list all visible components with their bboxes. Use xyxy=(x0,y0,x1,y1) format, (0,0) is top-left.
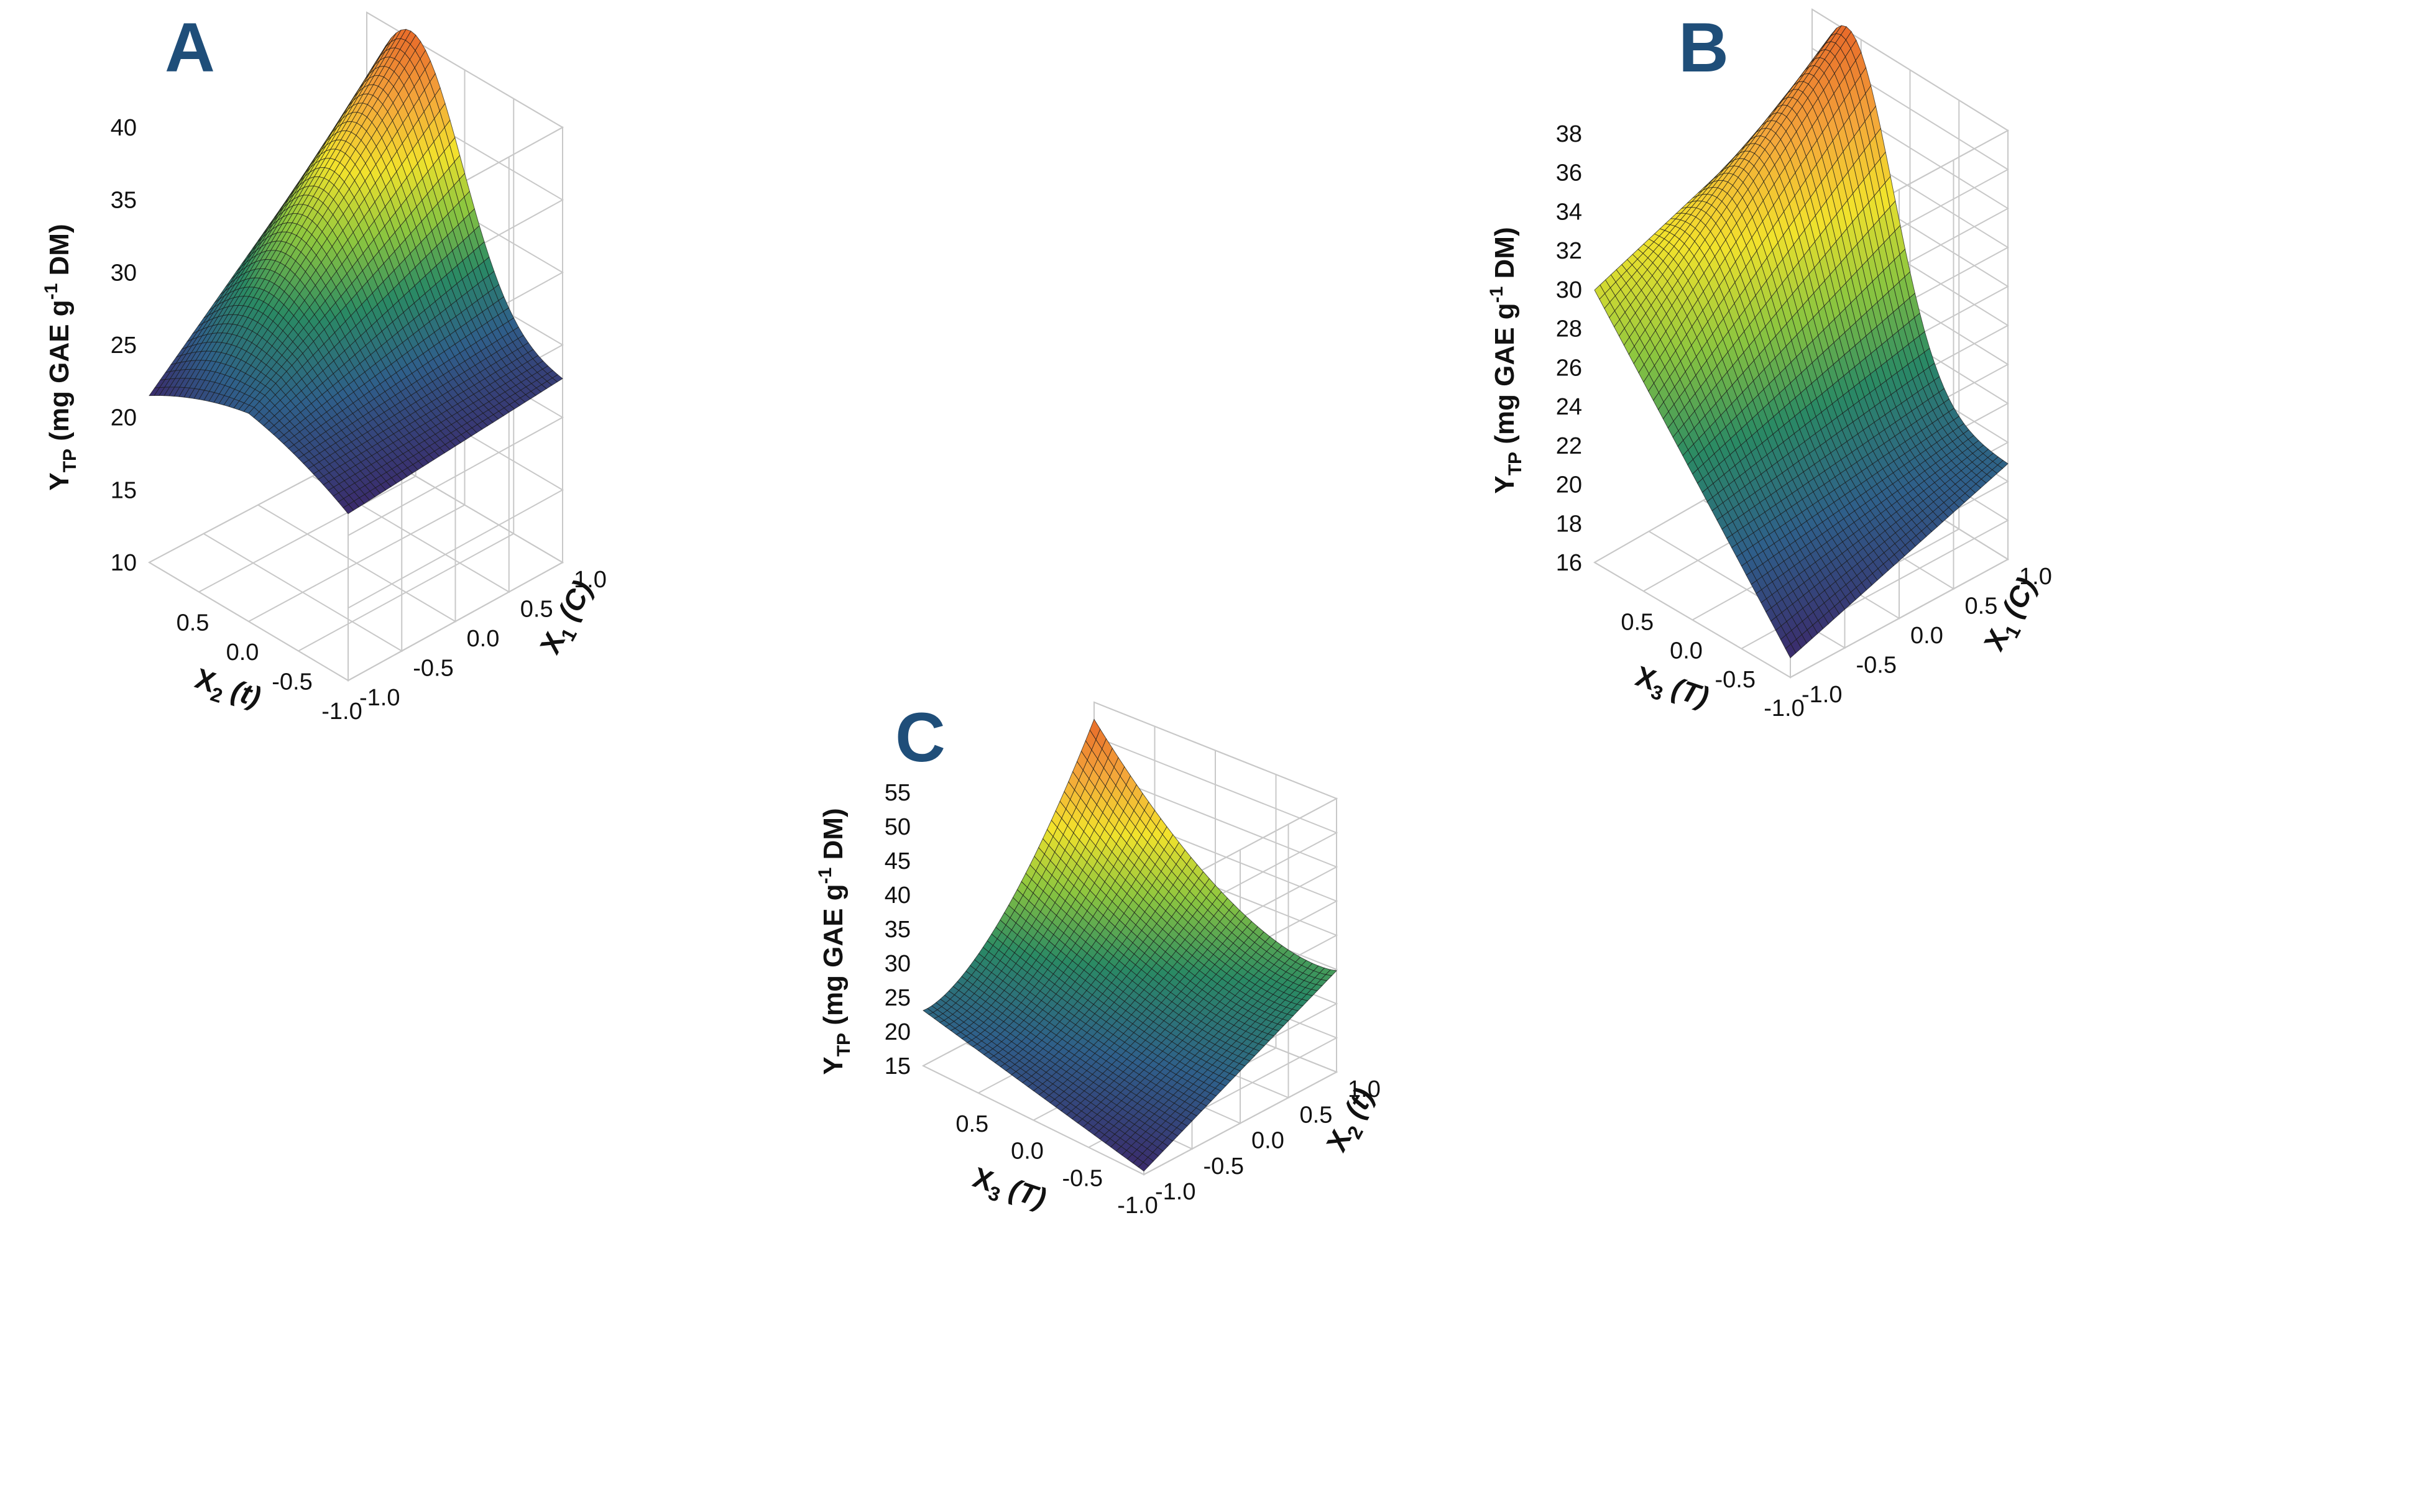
z-tick-label: 26 xyxy=(1556,355,1582,381)
ylabel-main: Y xyxy=(818,1056,849,1074)
axis-rest: (t) xyxy=(220,671,265,713)
panel-c-group: 15 20 25 30 35 40 45 50 55 0.5 0.0 -0.5 -1.0 1.0 0.5 0.… xyxy=(815,699,1381,1220)
front-tick-label: -1.0 xyxy=(321,699,362,725)
front-tick-label: -0.5 xyxy=(272,669,312,695)
ylabel-main: Y xyxy=(44,472,75,490)
ylabel-rest: (mg GAE g xyxy=(818,884,849,1033)
front-tick-label: 0.5 xyxy=(955,1111,988,1137)
z-tick-label: 35 xyxy=(885,917,911,943)
surface-mesh xyxy=(149,29,563,515)
surface-cell xyxy=(1594,284,1606,300)
side-tick-label: -0.5 xyxy=(413,656,453,682)
front-tick-label: -0.5 xyxy=(1062,1165,1103,1191)
v-gridline xyxy=(311,157,510,593)
z-tick-label: 36 xyxy=(1556,160,1582,186)
z-tick-label: 30 xyxy=(111,260,137,286)
z-tick-label: 25 xyxy=(111,332,137,359)
panel-a-chart: 10 15 20 25 30 35 40 0.5 0.0 -0.5 -1.0 1.0 0.5 0.0 -0.… xyxy=(41,9,607,725)
z-tick-label: 45 xyxy=(885,848,911,874)
z-tick-label: 40 xyxy=(111,115,137,141)
ylabel-end: DM) xyxy=(1489,227,1520,286)
ylabel-sub: TP xyxy=(60,449,80,472)
front-tick-label: -1.0 xyxy=(1117,1193,1158,1219)
front-tick-label: 0.0 xyxy=(1670,638,1703,664)
front-tick-label: 0.5 xyxy=(1621,609,1654,635)
front-axis-title: X3 (T) xyxy=(1630,659,1713,718)
side-tick-label: -1.0 xyxy=(359,685,400,711)
ylabel-main: Y xyxy=(1489,475,1520,493)
front-tick-label: -0.5 xyxy=(1715,667,1756,693)
panel-a-group: 10 15 20 25 30 35 40 0.5 0.0 -0.5 -1.0 1.0 0.5 0.0 -0.… xyxy=(41,9,607,725)
side-tick-label: -1.0 xyxy=(1802,682,1842,708)
front-tick-label: 0.0 xyxy=(226,639,259,666)
z-tick-label: 50 xyxy=(885,814,911,840)
axes: 15 20 25 30 35 40 45 50 55 0.5 0.0 -0.5 -1.0 1.0 0.5 0.… xyxy=(815,780,1381,1220)
side-tick-label: 1.0 xyxy=(1348,1076,1381,1102)
front-axis-title: X3 (T) xyxy=(967,1161,1050,1220)
y-axis-title: YTP (mg GAE g-1 DM) xyxy=(815,808,854,1074)
axis-rest: (T) xyxy=(998,1170,1050,1215)
surface-cell xyxy=(923,1008,934,1015)
side-tick-label: 0.0 xyxy=(1251,1128,1284,1154)
axes: 16 18 20 22 24 26 28 30 32 34 36 38 0.5 0.0 -0.5 -1.0 1.… xyxy=(1486,121,2052,722)
front-tick-label: 0.5 xyxy=(177,610,209,636)
side-tick-label: 0.5 xyxy=(520,597,553,623)
ylabel-sup: -1 xyxy=(815,868,835,884)
z-tick-label: 22 xyxy=(1556,433,1582,459)
front-axis-title: X2 (t) xyxy=(190,662,265,718)
ylabel-sub: TP xyxy=(1505,452,1526,475)
ylabel-sup: -1 xyxy=(41,283,62,300)
z-tick-label: 38 xyxy=(1556,121,1582,147)
z-tick-label: 25 xyxy=(885,985,911,1011)
y-axis-title: YTP (mg GAE g-1 DM) xyxy=(41,224,80,490)
z-tick-label: 10 xyxy=(111,550,137,576)
side-tick-label: -1.0 xyxy=(1155,1179,1195,1205)
z-tick-label: 24 xyxy=(1556,394,1582,420)
v-gridline xyxy=(366,127,563,564)
front-tick-label: 0.0 xyxy=(1011,1139,1044,1165)
z-tick-label: 28 xyxy=(1556,316,1582,342)
z-tick-label: 30 xyxy=(885,951,911,977)
panel-b-group: 16 18 20 22 24 26 28 30 32 34 36 38 0.5 0.0 -0.5 -1.0 1.… xyxy=(1486,8,2052,722)
panel-c-chart: 15 20 25 30 35 40 45 50 55 0.5 0.0 -0.5 -1.0 1.0 0.5 0.… xyxy=(815,699,1381,1220)
z-tick-label: 55 xyxy=(885,780,911,806)
z-tick-label: 32 xyxy=(1556,238,1582,264)
y-axis-title: YTP (mg GAE g-1 DM) xyxy=(1486,227,1526,493)
z-tick-label: 20 xyxy=(885,1019,911,1045)
side-tick-label: -0.5 xyxy=(1204,1153,1244,1180)
panel-b-chart: 16 18 20 22 24 26 28 30 32 34 36 38 0.5 0.0 -0.5 -1.0 1.… xyxy=(1486,8,2052,722)
z-tick-label: 15 xyxy=(111,477,137,503)
side-tick-label: 1.0 xyxy=(2019,564,2052,590)
z-tick-label: 35 xyxy=(111,188,137,214)
surface-mesh xyxy=(923,718,1337,1172)
ylabel-sup: -1 xyxy=(1486,286,1507,303)
z-tick-label: 34 xyxy=(1556,199,1582,225)
z-tick-label: 20 xyxy=(1556,472,1582,498)
panel-letter: C xyxy=(895,699,946,776)
z-tick-label: 18 xyxy=(1556,511,1582,537)
ylabel-end: DM) xyxy=(44,224,75,283)
z-tick-label: 20 xyxy=(111,405,137,431)
ylabel-rest: (mg GAE g xyxy=(1489,303,1520,452)
side-tick-label: 1.0 xyxy=(574,567,607,593)
panel-letter: A xyxy=(165,9,215,86)
ylabel-rest: (mg GAE g xyxy=(44,300,75,449)
side-tick-label: 0.0 xyxy=(1910,623,1943,649)
ylabel-sub: TP xyxy=(834,1033,854,1056)
panel-letter: B xyxy=(1678,9,1729,86)
z-tick-label: 15 xyxy=(885,1053,911,1079)
z-tick-label: 16 xyxy=(1556,550,1582,576)
side-tick-label: -0.5 xyxy=(1856,653,1897,679)
surface-mesh xyxy=(1594,25,2009,659)
front-tick-label: -1.0 xyxy=(1764,695,1804,722)
ylabel-end: DM) xyxy=(818,808,849,867)
z-tick-label: 40 xyxy=(885,882,911,909)
side-tick-label: 0.5 xyxy=(1300,1102,1333,1128)
side-tick-label: 0.5 xyxy=(1965,593,1998,620)
z-tick-label: 30 xyxy=(1556,277,1582,303)
side-tick-label: 0.0 xyxy=(467,626,500,652)
surface-cell xyxy=(149,387,160,396)
